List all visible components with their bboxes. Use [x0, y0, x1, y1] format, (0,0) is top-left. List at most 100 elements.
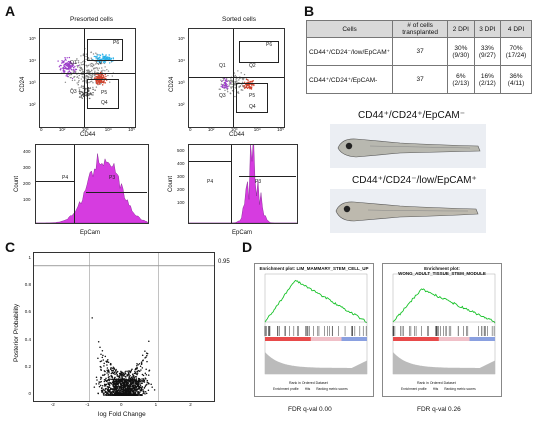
presorted-hist-ylabel: Count [14, 175, 20, 192]
volcano-point [135, 382, 137, 385]
table-row: CD44⁺/CD24⁺/EpCAM- 37 6% (2/13) 16% (2/12)… [305, 65, 532, 94]
volcano-point [103, 389, 105, 391]
flow-event [98, 57, 100, 60]
flow-event [252, 83, 254, 86]
flow-event [96, 55, 98, 57]
sorted-hist-xlabel: EpCam [232, 230, 253, 236]
volcano-xtick: 2 [189, 402, 192, 407]
volcano-point [116, 373, 118, 376]
flow-event [68, 67, 70, 70]
volcano-point [109, 362, 112, 365]
volcano-point [128, 392, 131, 395]
volcano-point [139, 389, 142, 392]
volcano-point [141, 378, 143, 380]
gate-p5 [87, 79, 119, 109]
xtick: 10⁴ [104, 127, 112, 132]
flow-event [248, 86, 251, 89]
volcano-point [118, 394, 120, 396]
flow-event [102, 57, 104, 60]
volcano-point [123, 382, 126, 385]
flow-event [108, 54, 110, 56]
flow-event [91, 63, 94, 65]
ytick: 10⁵ [29, 36, 36, 41]
flow-event [243, 73, 246, 76]
flow-event [109, 81, 111, 83]
volcano-point [101, 350, 104, 352]
volcano-point [137, 369, 140, 372]
flow-event [61, 62, 63, 64]
flow-event [87, 64, 89, 67]
flow-event [81, 91, 83, 93]
volcano-point [139, 384, 142, 387]
gsea-frame [264, 273, 368, 375]
flow-event [67, 66, 70, 68]
volcano-xtick: -2 [50, 402, 55, 407]
volcano-point [98, 383, 100, 385]
volcano-point [120, 387, 123, 390]
flow-event [225, 78, 227, 81]
volcano-point [146, 360, 148, 363]
pct: 16% [480, 72, 494, 80]
volcano-point [112, 381, 114, 383]
volcano-point [136, 384, 139, 386]
volcano-threshold-label: 0.95 [218, 259, 230, 265]
flow-event [98, 58, 101, 61]
flow-event [223, 79, 225, 81]
volcano-point [145, 384, 147, 386]
flow-event [91, 80, 93, 83]
flow-event [89, 97, 91, 100]
volcano-point [124, 371, 126, 373]
flow-event [231, 90, 234, 92]
gsea-title-1: Enrichment plot: LIM_MAMMARY_STEM_CELL_U… [259, 266, 369, 271]
volcano-point [121, 375, 123, 378]
fish1-image [330, 124, 486, 168]
ytick: 300 [177, 174, 185, 179]
gate-label: Q3 [219, 93, 226, 99]
pct: 6% [456, 72, 466, 80]
volcano-point [105, 394, 108, 396]
volcano-ytick: 0.2 [24, 363, 31, 369]
flow-event [78, 79, 80, 82]
flow-event [100, 58, 102, 60]
flow-event [240, 72, 242, 74]
flow-event [101, 67, 103, 69]
flow-event [103, 57, 106, 59]
flow-event [234, 86, 236, 89]
volcano-point [144, 357, 146, 359]
flow-event [85, 53, 88, 55]
flow-event [107, 70, 110, 72]
volcano-point [139, 391, 141, 393]
flow-event [230, 87, 232, 89]
volcano-point [140, 362, 143, 365]
volcano-point [128, 370, 130, 372]
flow-event [78, 96, 81, 98]
volcano-point [107, 374, 110, 376]
frac: (4/11) [507, 79, 525, 87]
flow-event [104, 61, 106, 64]
fish2-drawing [335, 201, 479, 222]
fish1-label: CD44⁺/CD24⁺/EpCAM⁻ [358, 110, 465, 121]
panel-label-a: A [5, 3, 16, 19]
volcano-point [100, 360, 103, 362]
flow-event [102, 61, 105, 63]
volcano-point [101, 391, 103, 393]
volcano-point [127, 380, 129, 382]
volcano-point [134, 388, 136, 390]
volcano-point [97, 392, 100, 395]
volcano-point [136, 388, 138, 391]
flow-event [99, 54, 101, 56]
volcano-point [109, 392, 112, 395]
flow-event [105, 56, 108, 58]
sorted-ylabel: CD24 [169, 76, 175, 92]
flow-event [87, 70, 89, 72]
volcano-point [118, 375, 121, 378]
flow-event [68, 56, 71, 59]
gate-label: P6 [113, 40, 120, 46]
volcano-point [112, 370, 114, 372]
frac: (17/24) [505, 51, 527, 59]
flow-event [233, 84, 236, 86]
flow-event [109, 62, 111, 64]
volcano-point [101, 384, 104, 387]
flow-event [92, 86, 94, 89]
flow-event [62, 71, 65, 73]
